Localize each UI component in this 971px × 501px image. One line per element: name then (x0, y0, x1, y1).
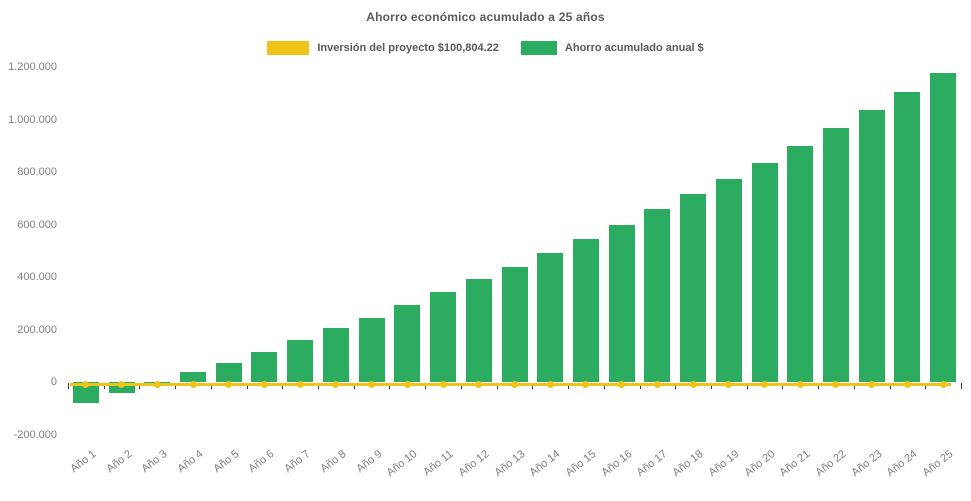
line-marker (368, 381, 375, 388)
bar-año-24 (894, 92, 920, 383)
line-marker (690, 381, 697, 388)
bar-año-25 (930, 73, 956, 382)
bar-año-22 (823, 128, 849, 382)
bar-año-21 (787, 146, 813, 383)
x-axis-tick (68, 383, 69, 389)
y-axis-label: -200.000 (0, 428, 57, 442)
y-axis-label: 200.000 (0, 323, 57, 337)
line-marker (297, 381, 304, 388)
bar-año-13 (502, 267, 528, 383)
line-marker (404, 381, 411, 388)
y-axis-label: 0 (0, 375, 57, 389)
line-marker (832, 381, 839, 388)
y-axis-label: 400.000 (0, 270, 57, 284)
bar-año-20 (752, 163, 778, 383)
line-marker (475, 381, 482, 388)
bar-año-6 (251, 352, 277, 383)
line-marker (904, 381, 911, 388)
bar-año-9 (359, 318, 385, 383)
bar-año-14 (537, 253, 563, 382)
y-axis-label: 1.200.000 (0, 60, 57, 74)
line-marker (511, 381, 518, 388)
bar-año-8 (323, 328, 349, 382)
line-marker (582, 381, 589, 388)
plot-area: -200.000 0 200.000 400.000 600.000 800.000 1.0… (0, 0, 971, 485)
line-marker (797, 381, 804, 388)
line-marker (190, 381, 197, 388)
line-marker (618, 381, 625, 388)
bar-año-10 (394, 305, 420, 382)
y-axis-label: 1.000.000 (0, 113, 57, 127)
line-marker (547, 381, 554, 388)
bar-año-5 (216, 363, 242, 383)
bar-año-16 (609, 225, 635, 383)
line-marker (654, 381, 661, 388)
y-axis-label: 800.000 (0, 165, 57, 179)
line-marker (154, 381, 161, 388)
line-marker (225, 381, 232, 388)
line-marker (332, 381, 339, 388)
bar-año-7 (287, 340, 313, 382)
bar-año-23 (859, 110, 885, 382)
bar-año-17 (644, 209, 670, 382)
line-marker (868, 381, 875, 388)
bar-año-12 (466, 279, 492, 382)
line-marker (725, 381, 732, 388)
line-marker (940, 381, 947, 388)
x-axis-tick (961, 383, 962, 389)
bar-año-11 (430, 292, 456, 383)
line-marker (261, 381, 268, 388)
y-axis-label: 600.000 (0, 218, 57, 232)
bar-año-15 (573, 239, 599, 382)
bar-año-18 (680, 194, 706, 382)
line-marker (440, 381, 447, 388)
bar-año-19 (716, 179, 742, 382)
line-marker (761, 381, 768, 388)
